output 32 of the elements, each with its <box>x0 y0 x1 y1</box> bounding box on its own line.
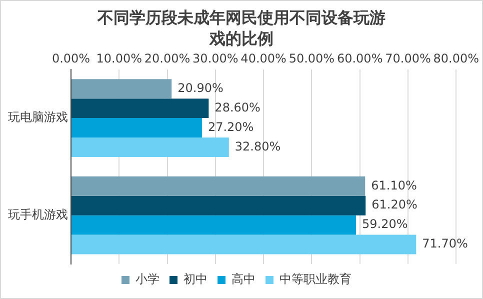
data-label: 61.10% <box>371 178 417 192</box>
bar <box>72 118 202 138</box>
data-label: 32.80% <box>234 139 281 154</box>
data-label: 28.60% <box>214 100 260 114</box>
x-tick-label: 40.00% <box>240 51 286 66</box>
x-tick-label: 80.00% <box>433 51 480 66</box>
bar <box>72 98 209 118</box>
bar <box>72 196 366 216</box>
x-tick-label: 70.00% <box>385 51 431 66</box>
bar <box>72 176 366 196</box>
x-tick-label: 20.00% <box>144 51 190 66</box>
legend-label: 小学 <box>136 272 160 286</box>
x-tick-label: 60.00% <box>336 51 383 66</box>
data-label: 20.90% <box>178 80 224 95</box>
y-tick-label: 玩电脑游戏 <box>8 110 68 124</box>
data-label: 61.20% <box>372 198 418 212</box>
bar <box>72 138 229 157</box>
data-label: 71.70% <box>422 236 468 251</box>
legend-label: 高中 <box>232 272 256 286</box>
chart-title: 不同学历段未成年网民使用不同设备玩游戏的比例 <box>96 7 386 49</box>
bar <box>72 215 356 235</box>
y-tick-label: 玩手机游戏 <box>8 207 68 222</box>
data-label: 27.20% <box>208 120 254 134</box>
bar <box>72 234 416 254</box>
x-tick-label: 10.00% <box>96 51 142 66</box>
data-label: 59.20% <box>362 217 408 232</box>
bar <box>72 79 172 99</box>
x-tick-label: 50.00% <box>288 51 335 66</box>
legend-label: 初中 <box>184 272 208 286</box>
x-tick-label: 0.00% <box>52 51 90 66</box>
x-tick-label: 30.00% <box>192 51 238 66</box>
legend-label: 中等职业教育 <box>280 272 352 286</box>
